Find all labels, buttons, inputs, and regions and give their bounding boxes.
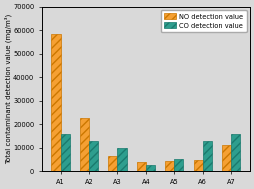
Bar (222, 145, 231, 171)
Bar (89, 141, 98, 171)
Bar (146, 165, 155, 171)
Bar (194, 160, 203, 171)
Bar (108, 156, 117, 171)
Bar (60, 134, 70, 171)
Bar (117, 148, 126, 171)
Bar (137, 162, 146, 171)
Bar (203, 141, 212, 171)
Bar (231, 134, 240, 171)
Legend: NO detection value, CO detection value: NO detection value, CO detection value (161, 10, 246, 32)
Bar (51, 34, 60, 171)
Y-axis label: Total contaminant detection value (mg/m³): Total contaminant detection value (mg/m³… (4, 14, 12, 164)
Bar (174, 160, 183, 171)
Bar (165, 161, 174, 171)
Bar (80, 118, 89, 171)
